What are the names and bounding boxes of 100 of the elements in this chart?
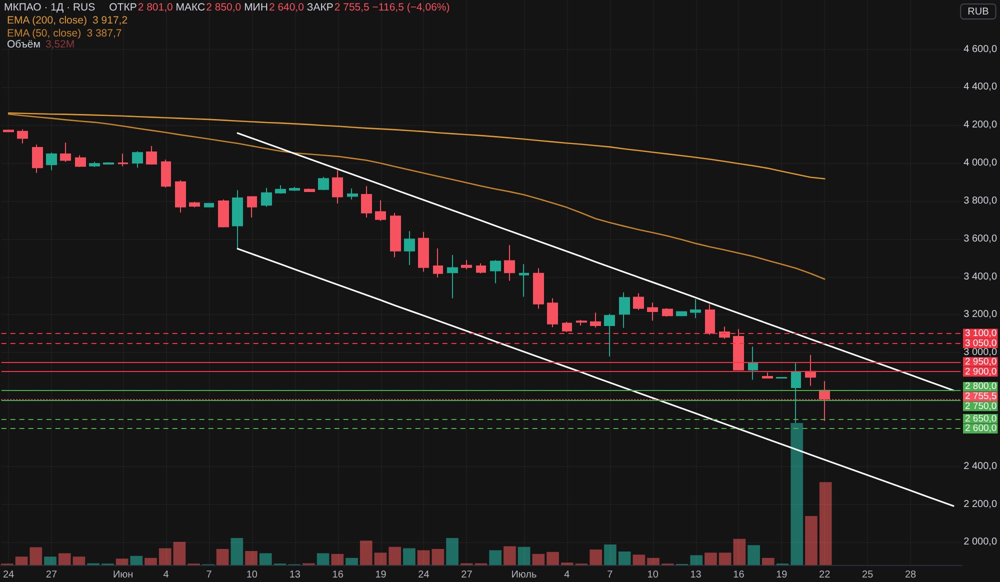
x-tick-label: 25	[862, 570, 874, 580]
x-tick-label: 22	[819, 570, 831, 580]
ref-line-label: 2 750,0	[965, 400, 997, 412]
x-tick-label: 16	[733, 570, 745, 580]
bar	[446, 538, 458, 565]
candlestick	[161, 159, 171, 188]
bar	[58, 553, 71, 565]
bar	[388, 546, 402, 565]
candlestick	[562, 321, 572, 332]
candlestick	[404, 230, 415, 266]
bar	[618, 552, 631, 565]
bar	[647, 558, 660, 565]
ref-line-label: 2 650,0	[965, 413, 997, 424]
bar	[72, 556, 86, 565]
candlestick	[103, 162, 114, 165]
annotation: 3,52M	[45, 38, 75, 50]
bar	[504, 546, 516, 565]
candlestick	[118, 153, 128, 167]
x-tick-label: 16	[332, 570, 344, 580]
candlestick	[461, 260, 472, 270]
x-tick-label: 28	[904, 570, 917, 580]
bar	[690, 555, 703, 565]
candlestick	[318, 176, 329, 191]
candlestick	[204, 202, 214, 208]
x-tick-label: 7	[206, 570, 212, 580]
candlestick	[519, 264, 529, 298]
x-tick-label: 27	[461, 570, 473, 580]
candlestick	[304, 188, 315, 192]
bar	[374, 552, 387, 565]
bar	[346, 558, 358, 565]
text: EMA (50, close)	[7, 28, 82, 40]
candlestick	[89, 161, 100, 168]
candlestick	[533, 268, 544, 310]
bar	[748, 545, 760, 565]
y-tick-label: 4 400,0	[964, 82, 998, 93]
bar	[44, 556, 56, 565]
y-tick-label: 4 000,0	[964, 158, 998, 169]
x-tick-label: 24	[418, 570, 430, 580]
candlestick	[447, 254, 458, 299]
x-tick-label: 13	[690, 570, 702, 580]
candlestick	[733, 328, 744, 371]
line-series	[236, 132, 954, 392]
candlestick	[547, 298, 558, 328]
candlestick	[189, 201, 200, 208]
candlestick	[375, 200, 386, 222]
candlestick	[662, 308, 673, 318]
bar	[316, 553, 330, 565]
candlestick	[590, 312, 601, 328]
x-tick-label: 24	[2, 570, 15, 580]
candlestick	[261, 187, 272, 208]
line-series	[8, 113, 826, 280]
chart-title: МКПАО · 1Д · RUS	[4, 2, 96, 14]
bar	[546, 552, 559, 565]
candlestick	[146, 145, 157, 166]
x-tick-label: 7	[607, 570, 614, 580]
candlestick	[46, 152, 57, 171]
y-tick-label: 2 400,0	[964, 460, 998, 472]
candlestick	[762, 372, 773, 379]
bar	[173, 542, 186, 565]
x-tick-label: Июль	[511, 570, 537, 580]
candlestick	[275, 184, 286, 194]
candlestick	[604, 313, 615, 357]
candlestick	[175, 180, 186, 214]
ref-line-label: 2 950,0	[965, 356, 997, 368]
candlestick	[433, 248, 443, 278]
bar	[718, 552, 732, 565]
bar	[30, 547, 42, 565]
y-tick-label: 3 000,0	[964, 347, 998, 358]
bar	[518, 546, 530, 565]
y-tick-label: 4 200,0	[964, 120, 998, 131]
candlestick	[676, 310, 687, 317]
bar	[790, 423, 804, 565]
candlestick	[633, 292, 644, 310]
candlestick	[504, 244, 515, 282]
line-series	[8, 112, 826, 180]
x-tick-label: 10	[647, 570, 659, 580]
chart-subtitle: ОТКР2 801,0 МАКС2 850,0 МИН2 640,0 ЗАКР2 755,5 −116,5 (−4,06%)	[109, 2, 450, 14]
ref-line-label: 3 100,0	[965, 328, 997, 340]
candlestick	[805, 354, 816, 386]
candlestick	[361, 186, 372, 218]
candlestick	[60, 142, 71, 162]
annotation: 3 387,7	[86, 28, 122, 40]
candlestick	[75, 154, 86, 168]
y-tick-label: 2 000,0	[964, 536, 998, 548]
bar	[259, 553, 272, 565]
bar	[331, 554, 344, 565]
bar	[532, 554, 545, 565]
bar	[733, 538, 746, 565]
y-tick-label: 4 600,0	[964, 44, 998, 55]
candlestick	[17, 128, 28, 144]
y-tick-label: 3 800,0	[964, 195, 998, 206]
candlestick	[791, 362, 801, 424]
ref-line-label: 2 900,0	[965, 366, 997, 378]
bar	[230, 538, 244, 565]
candlestick	[490, 260, 501, 284]
line-series	[236, 248, 954, 507]
bar	[360, 540, 372, 565]
y-tick-label: 3 400,0	[964, 271, 998, 282]
x-tick-label: 4	[163, 570, 170, 580]
bar	[116, 558, 128, 565]
